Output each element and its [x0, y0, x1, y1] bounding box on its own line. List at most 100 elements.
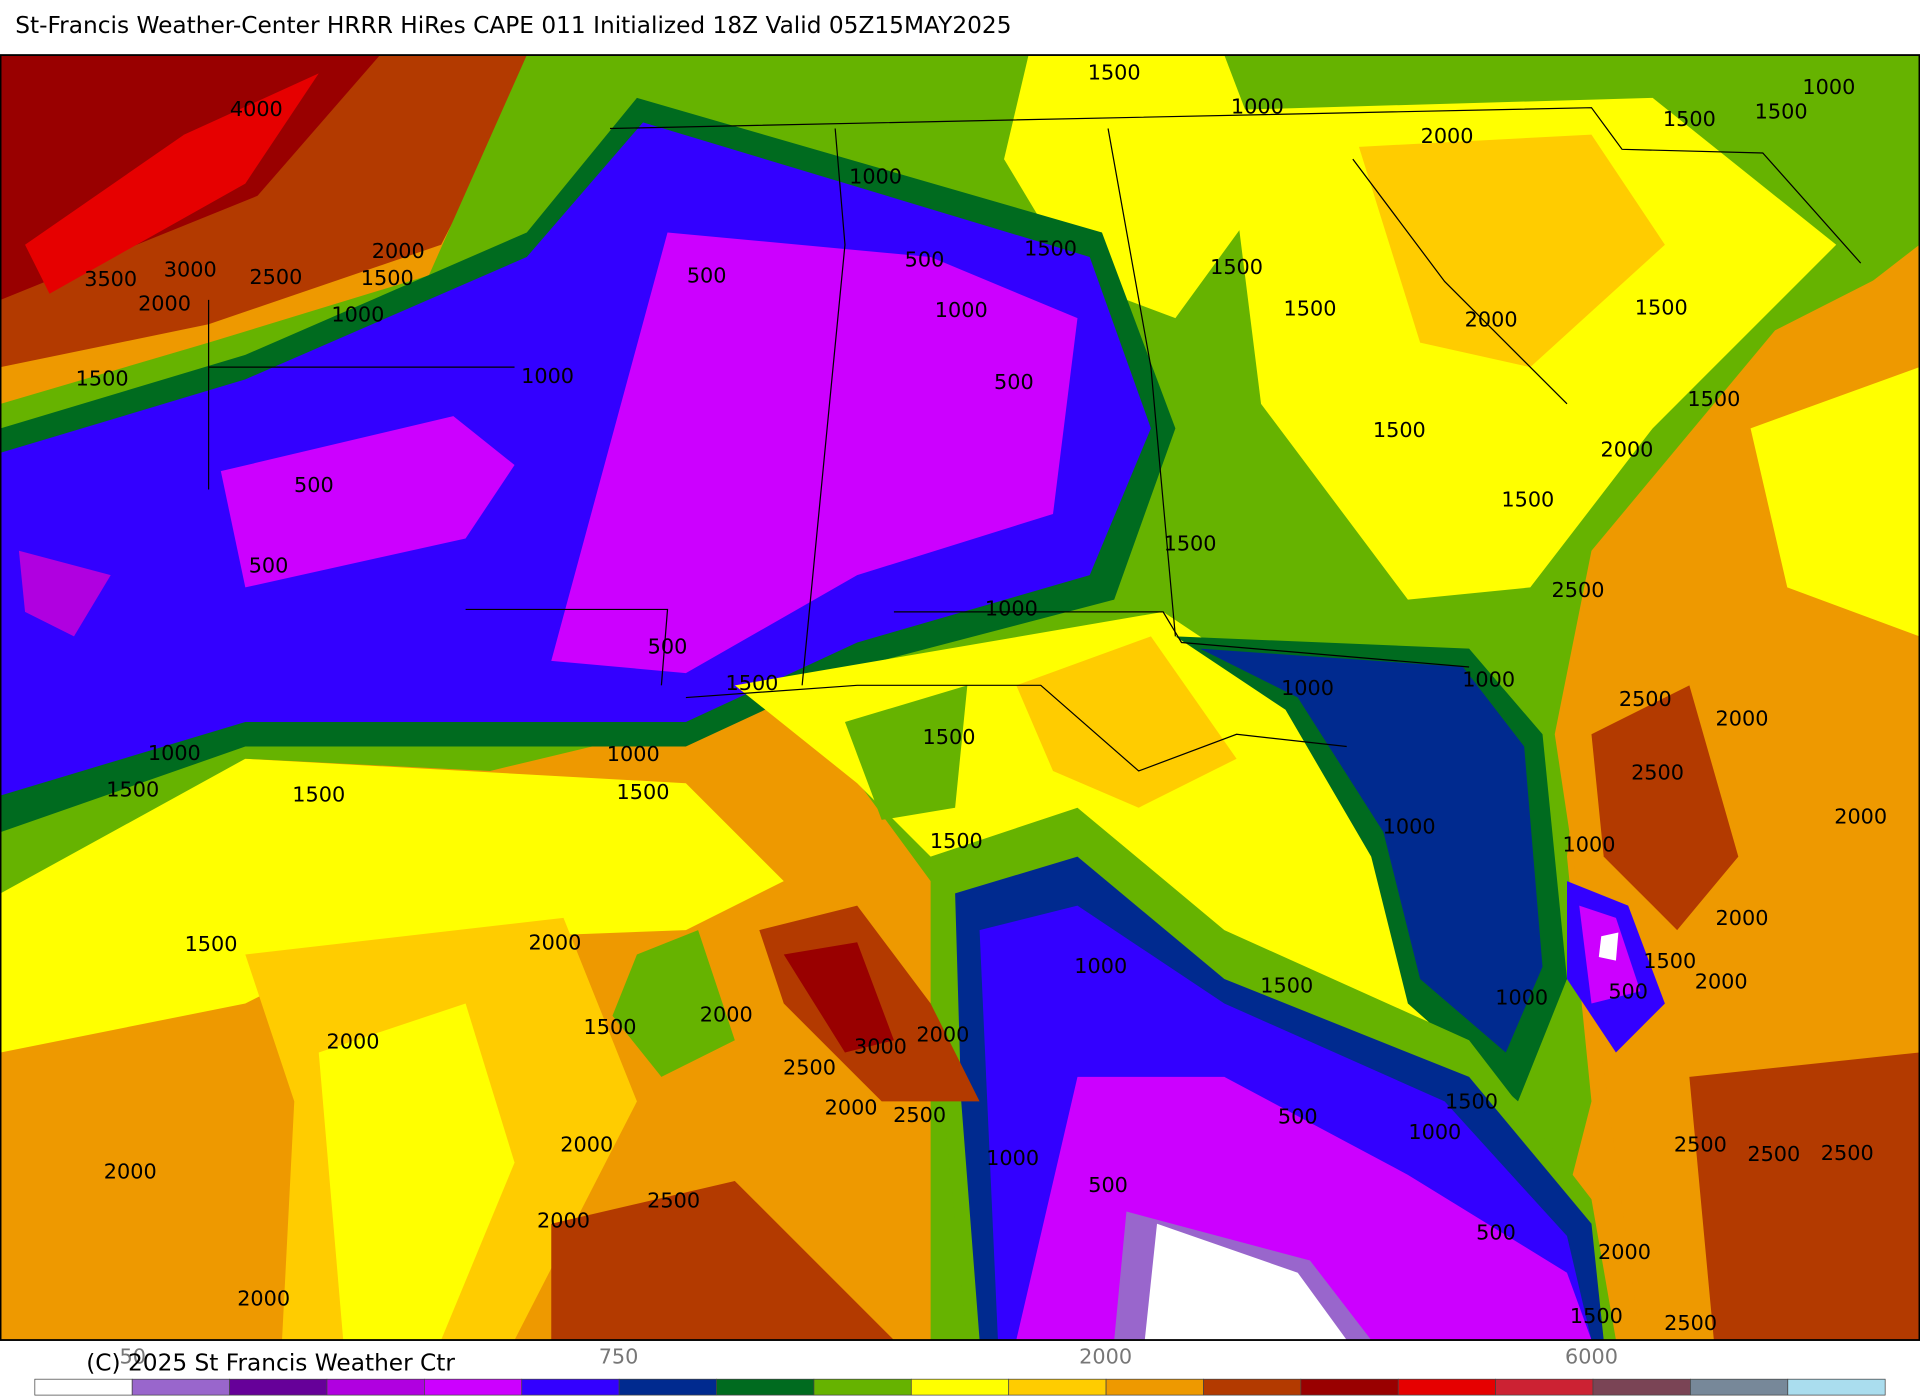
contour-label: 1500: [1570, 1304, 1623, 1328]
contour-label: 500: [687, 264, 727, 288]
contour-label: 1500: [930, 829, 983, 853]
cape-region: [25, 73, 319, 294]
contour-label: 2000: [1421, 124, 1474, 148]
cape-region: [318, 1003, 515, 1341]
contour-label: 1000: [607, 742, 660, 766]
colorbar-swatch: [618, 1378, 717, 1396]
colorbar-label: 50: [119, 1344, 145, 1368]
border: [465, 608, 669, 686]
contour-label: 2500: [1619, 687, 1672, 711]
colorbar-swatch: [716, 1378, 815, 1396]
contour-label: 500: [1476, 1221, 1516, 1245]
contour-label: 2500: [1674, 1132, 1727, 1156]
border: [1352, 158, 1568, 405]
cape-field: [0, 55, 1920, 1341]
contour-label: 2500: [1821, 1141, 1874, 1165]
state-borders: [207, 107, 1862, 772]
colorbar-swatch: [131, 1378, 230, 1396]
contour-label: 3500: [84, 267, 137, 291]
contour-label: 1000: [1074, 954, 1127, 978]
contour-label: 500: [1278, 1104, 1318, 1128]
contour-label: 2500: [1664, 1311, 1717, 1335]
contour-label: 1000: [148, 741, 201, 765]
contour-label: 1500: [1445, 1090, 1498, 1114]
colorbar-label: 2000: [1079, 1344, 1132, 1368]
contour-label: 500: [905, 248, 945, 272]
contour-label: 500: [994, 370, 1034, 394]
colorbar-swatch: [1690, 1378, 1789, 1396]
cape-region: [1591, 685, 1739, 931]
contour-label: 2500: [249, 265, 302, 289]
cape-region: [551, 232, 1078, 674]
contour-label: 1000: [986, 1146, 1039, 1170]
contour-label: 500: [1088, 1173, 1128, 1197]
contour-label: 1500: [292, 782, 345, 806]
colorbar-swatch: [326, 1378, 425, 1396]
title: St-Francis Weather-Center HRRR HiRes CAP…: [15, 12, 1011, 39]
contour-label: 1000: [1231, 95, 1284, 119]
colorbar-swatch: [34, 1378, 133, 1396]
colorbar-label: 750: [599, 1344, 639, 1368]
contour-label: 1000: [1802, 75, 1855, 99]
contour-label: 4000: [230, 97, 283, 121]
contour-label: 1500: [1635, 295, 1688, 319]
contour-label: 1000: [1462, 667, 1515, 691]
contour-label: 1500: [1755, 100, 1808, 124]
map-frame: [0, 54, 1920, 1341]
contour-label: 2500: [893, 1103, 946, 1127]
contour-label: 1000: [935, 298, 988, 322]
contour-label: 1000: [1383, 814, 1436, 838]
contour-label: 2000: [1598, 1240, 1651, 1264]
contour-label: 3000: [854, 1035, 907, 1059]
border: [801, 128, 846, 686]
contour-label: 2500: [647, 1189, 700, 1213]
contour-label: 500: [249, 554, 289, 578]
contour-label: 1500: [923, 725, 976, 749]
contour-label: 2500: [1747, 1142, 1800, 1166]
copyright: (C) 2025 St Francis Weather Ctr: [86, 1350, 455, 1377]
cape-region: [0, 758, 784, 1053]
colorbar-swatch: [1008, 1378, 1107, 1396]
contour-label: 1000: [331, 303, 384, 327]
contour-label: 2000: [528, 931, 581, 955]
contour-label: 3000: [164, 257, 217, 281]
contour-label: 1500: [1260, 973, 1313, 997]
contour-label: 1000: [985, 596, 1038, 620]
contour-label: 1500: [1501, 488, 1554, 512]
contour-label: 2000: [1834, 804, 1887, 828]
contour-label: 1500: [185, 932, 238, 956]
colorbar-label: 6000: [1565, 1344, 1618, 1368]
contour-label: 2000: [916, 1022, 969, 1046]
contour-label: 500: [294, 473, 334, 497]
cape-region: [1199, 648, 1543, 1053]
contour-label: 1000: [1563, 833, 1616, 857]
cape-region: [1358, 134, 1665, 368]
contour-label: 2000: [560, 1132, 613, 1156]
cape-region: [551, 1180, 894, 1341]
colorbar-swatch: [229, 1378, 328, 1396]
contour-label: 1500: [1164, 532, 1217, 556]
colorbar-swatch: [1787, 1378, 1886, 1396]
contour-label: 2000: [700, 1003, 753, 1027]
cape-region: [1750, 367, 1920, 637]
contour-label: 2000: [237, 1287, 290, 1311]
cape-region: [783, 942, 894, 1053]
contour-label: 1500: [1284, 297, 1337, 321]
border: [893, 611, 1470, 668]
contour-label: 1500: [617, 780, 670, 804]
contour-label: 2000: [825, 1096, 878, 1120]
contour-label: 1500: [76, 366, 129, 390]
colorbar-swatch: [1300, 1378, 1399, 1396]
contour-label: 2000: [1716, 707, 1769, 731]
coast: [685, 684, 1347, 772]
cape-region: [1016, 636, 1237, 808]
cape-region: [1598, 932, 1619, 961]
contour-label: 1500: [725, 671, 778, 695]
contour-label: 2000: [104, 1159, 157, 1183]
contour-label: 1000: [1495, 986, 1548, 1010]
contour-label: 2000: [1716, 906, 1769, 930]
colorbar-swatch: [521, 1378, 620, 1396]
contour-label: 2000: [1465, 308, 1518, 332]
